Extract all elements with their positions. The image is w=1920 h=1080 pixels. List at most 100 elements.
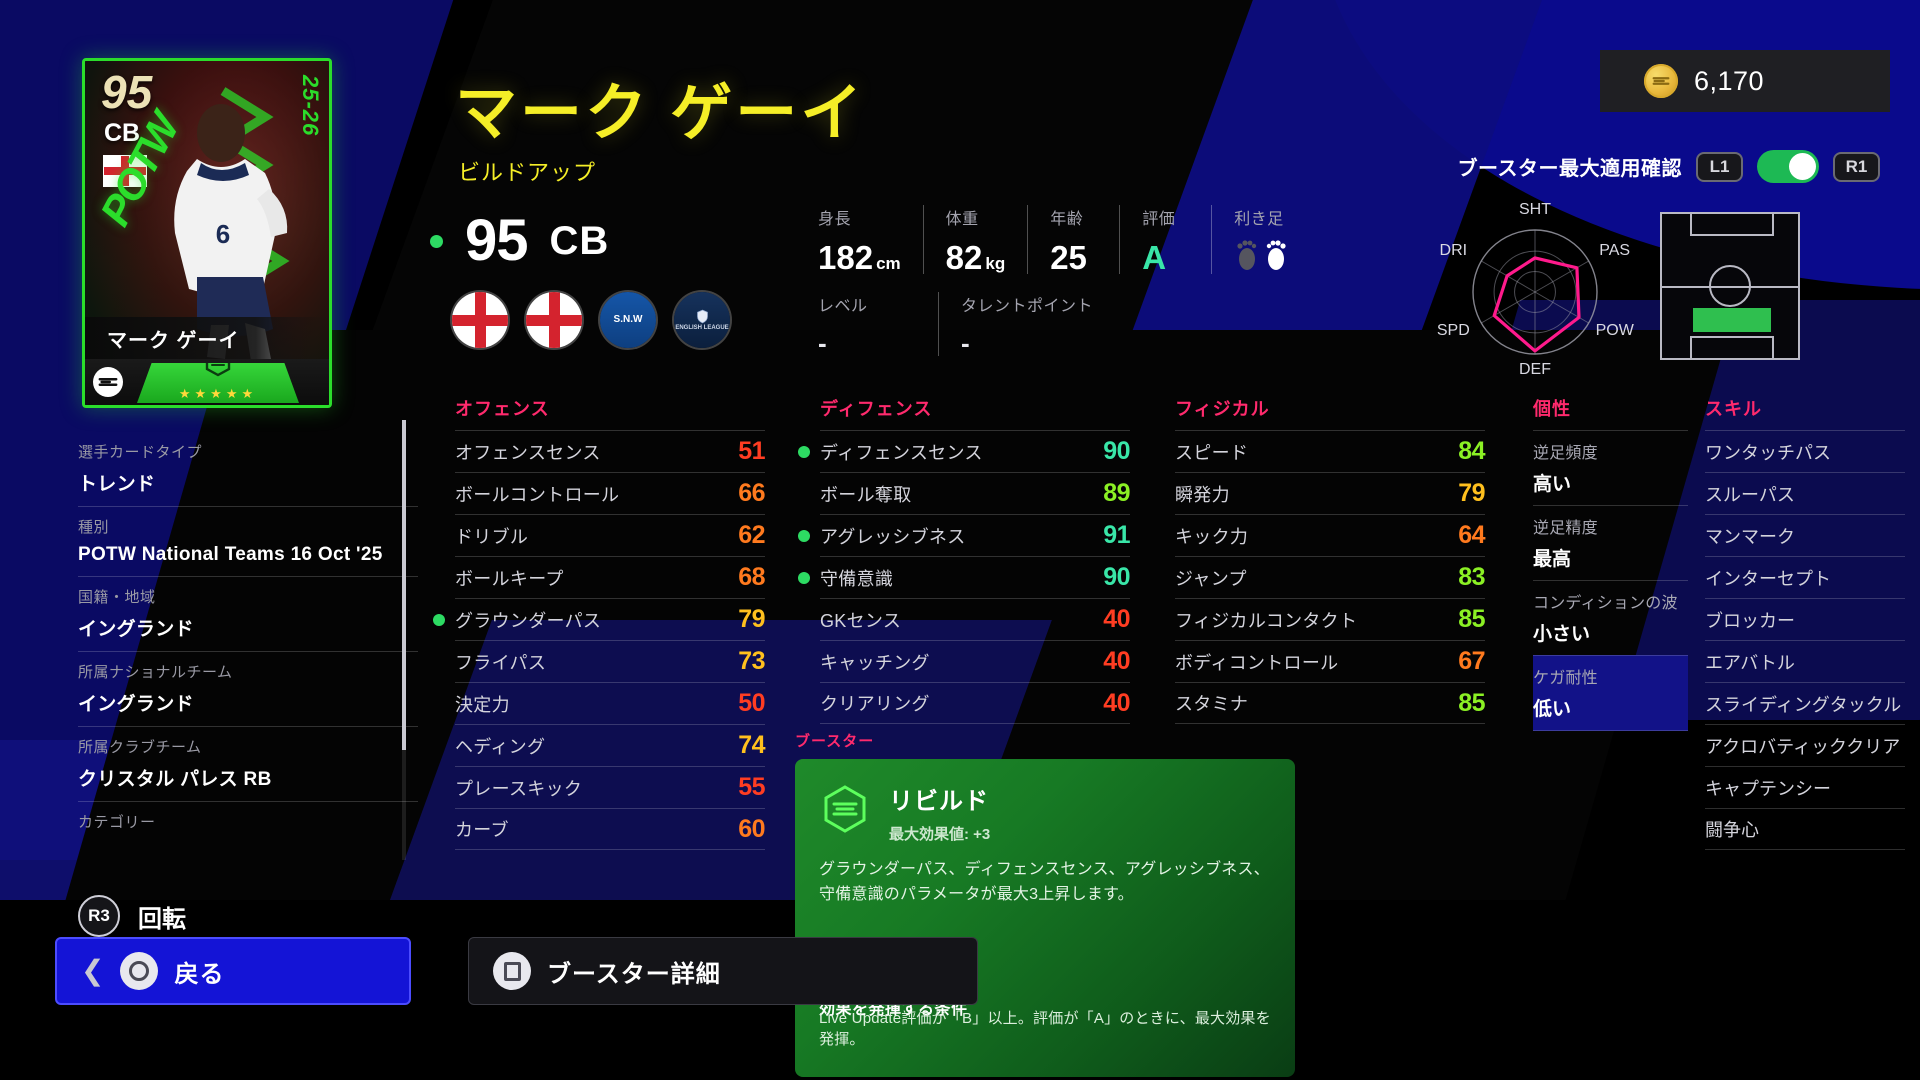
booster-description: グラウンダーパス、ディフェンスセンス、アグレッシブネス、守備意識のパラメータが最… xyxy=(819,861,1270,903)
category-rotate-label: 回転 xyxy=(138,905,186,933)
card-nation-flag-icon xyxy=(103,155,147,187)
booster-max-toggle-row[interactable]: ブースター最大適用確認 L1 R1 xyxy=(1457,150,1880,183)
booster-toggle-label: ブースター最大適用確認 xyxy=(1457,158,1682,180)
personality-value: 高い xyxy=(1533,474,1572,495)
stat-name: ドリブル xyxy=(455,526,529,547)
booster-toggle-switch[interactable] xyxy=(1757,150,1819,183)
personality-row: 逆足精度 最高 xyxy=(1533,505,1688,580)
flag-cross-horizontal xyxy=(526,314,582,326)
vital-level: レベル - xyxy=(818,292,938,356)
league-badge-text: ENGLISH LEAGUE xyxy=(675,325,729,332)
category-rotate-action[interactable]: R3 回転 xyxy=(78,895,186,937)
overall-rating-row: 95 CB xyxy=(430,212,609,270)
currency-display: 6,170 xyxy=(1600,50,1890,112)
info-value: POTW National Teams 16 Oct '25 xyxy=(78,544,383,565)
personality-row: コンディションの波 小さい xyxy=(1533,580,1688,655)
vital-value: - xyxy=(961,328,970,358)
personality-label: ケガ耐性 xyxy=(1533,670,1598,687)
skill-row: エアバトル xyxy=(1705,640,1905,682)
player-card[interactable]: 6 95 CB POTW 25-26 マーク ゲーイ xyxy=(82,58,332,408)
stat-row: 決定力 50 xyxy=(455,682,765,724)
card-position: CB xyxy=(104,119,141,147)
lion-crest-icon xyxy=(696,309,708,324)
card-star-rating: ★★★★★ xyxy=(178,386,258,401)
currency-amount: 6,170 xyxy=(1694,65,1765,96)
stat-row: ボール奪取 89 xyxy=(820,472,1130,514)
stat-row: GKセンス 40 xyxy=(820,598,1130,640)
personality-rows: 逆足頻度高い逆足精度 最高 コンディションの波 小さい ケガ耐性 低い xyxy=(1533,430,1688,731)
vital-label: タレントポイント xyxy=(961,298,1094,315)
stat-name: ボール奪取 xyxy=(820,484,912,505)
square-inner xyxy=(503,961,521,981)
card-footer: ★★★★★ xyxy=(85,359,329,405)
scrollbar-thumb[interactable] xyxy=(402,420,406,750)
overall-position-value: CB xyxy=(549,218,610,263)
stat-row: キャッチング 40 xyxy=(820,640,1130,682)
card-rating: 95 xyxy=(101,66,153,118)
svg-text:6: 6 xyxy=(216,219,230,249)
pitch-position-highlight xyxy=(1693,308,1771,332)
stat-row: スタミナ 85 xyxy=(1175,682,1485,724)
stat-value: 62 xyxy=(738,521,765,549)
stat-value: 91 xyxy=(1103,521,1130,549)
stat-name: スピード xyxy=(1175,442,1249,463)
stat-rows: オフェンスセンス 51 ボールコントロール 66 ドリブル 62 ボールキープ 68 グラウンダ… xyxy=(433,430,765,850)
stat-row: アグレッシブネス 91 xyxy=(798,514,1130,556)
r1-button-hint[interactable]: R1 xyxy=(1833,151,1880,182)
stat-name: GKセンス xyxy=(820,610,902,631)
flag-cross-horizontal xyxy=(104,167,146,175)
info-label: 種別 xyxy=(78,519,110,536)
stat-row: プレースキック 55 xyxy=(455,766,765,808)
r3-button-hint[interactable]: R3 xyxy=(78,895,120,937)
stat-value: 84 xyxy=(1458,437,1485,465)
card-player-name: マーク ゲーイ xyxy=(107,329,240,352)
stat-name: キック力 xyxy=(1175,526,1249,547)
stat-row: ジャンプ 83 xyxy=(1175,556,1485,598)
stat-row: グラウンダーパス 79 xyxy=(433,598,765,640)
stat-row: 瞬発力 79 xyxy=(1175,472,1485,514)
stat-column-defense: ディフェンス ディフェンスセンス 90 ボール奪取 89 アグレッシブネス 91 守備意識 9… xyxy=(798,395,1130,724)
card-level-plate: ★★★★★ xyxy=(137,363,299,403)
back-button-label: 戻る xyxy=(174,960,225,988)
stat-column-physical: フィジカル スピード 84 瞬発力 79 キック力 64 ジャンプ 83 フィジカルコンタクト 8… xyxy=(1175,395,1485,724)
vital-talent-points: タレントポイント - xyxy=(938,292,1115,356)
booster-hex-icon xyxy=(824,785,866,833)
stat-value: 40 xyxy=(1103,647,1130,675)
skill-row: スルーパス xyxy=(1705,472,1905,514)
back-button[interactable]: ❮ 戻る xyxy=(55,937,411,1005)
stat-name: 瞬発力 xyxy=(1175,484,1230,505)
stat-value: 90 xyxy=(1103,563,1130,591)
nation-flag-badge-icon xyxy=(452,292,508,348)
vital-rating-value: A xyxy=(1142,239,1167,276)
stat-rows: ディフェンスセンス 90 ボール奪取 89 アグレッシブネス 91 守備意識 90 GKセンス 4… xyxy=(798,430,1130,724)
stat-column-offense: オフェンス オフェンスセンス 51 ボールコントロール 66 ドリブル 62 ボールキープ 6… xyxy=(433,395,765,850)
stat-value: 51 xyxy=(738,437,765,465)
booster-max-effect: 最大効果値: +3 xyxy=(889,826,991,843)
card-season-label: 25-26 xyxy=(298,75,323,137)
info-list-scrollbar[interactable] xyxy=(402,420,406,860)
personality-label: 逆足頻度 xyxy=(1533,445,1598,462)
personality-row: ケガ耐性 低い xyxy=(1533,655,1688,731)
info-row-category: カテゴリー xyxy=(78,802,418,849)
booster-tooltip-card: リビルド 最大効果値: +3 グラウンダーパス、ディフェンスセンス、アグレッシブ… xyxy=(795,759,1295,1077)
stat-value: 55 xyxy=(738,773,765,801)
vital-label: 身長 xyxy=(818,211,852,228)
info-label: カテゴリー xyxy=(78,814,156,831)
booster-section-heading: ブースター xyxy=(795,733,875,750)
booster-detail-button[interactable]: ブースター詳細 xyxy=(468,937,978,1005)
circle-inner-ring xyxy=(129,961,150,981)
vital-dominant-foot: 利き足 xyxy=(1211,205,1311,274)
vital-age: 年齢 25 xyxy=(1027,205,1119,274)
boosted-indicator-dot xyxy=(430,234,443,248)
stat-name: ボールキープ xyxy=(455,568,564,589)
boosted-indicator-dot xyxy=(798,445,810,458)
info-value: イングランド xyxy=(78,694,194,715)
l1-button-hint[interactable]: L1 xyxy=(1696,151,1743,182)
vital-label: 利き足 xyxy=(1234,211,1284,228)
radar-axis-label: SHT xyxy=(1519,201,1551,218)
stat-name: プレースキック xyxy=(455,778,583,799)
booster-condition-heading: 効果を発揮する条件 xyxy=(819,1001,968,1018)
skill-row: キャプテンシー xyxy=(1705,766,1905,808)
stat-value: 67 xyxy=(1458,647,1485,675)
stat-value: 85 xyxy=(1458,688,1485,717)
